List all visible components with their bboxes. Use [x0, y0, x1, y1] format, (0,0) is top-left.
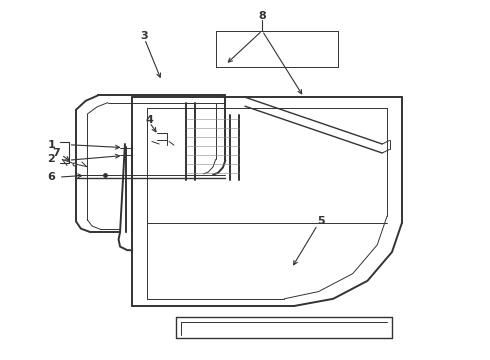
Text: 6: 6 [48, 172, 55, 182]
Text: 3: 3 [141, 31, 148, 41]
Text: 4: 4 [146, 114, 153, 125]
Text: 7: 7 [52, 148, 60, 158]
Text: 2: 2 [48, 154, 55, 164]
Text: 5: 5 [317, 216, 325, 226]
Text: 8: 8 [258, 11, 266, 21]
Text: 1: 1 [48, 140, 55, 150]
